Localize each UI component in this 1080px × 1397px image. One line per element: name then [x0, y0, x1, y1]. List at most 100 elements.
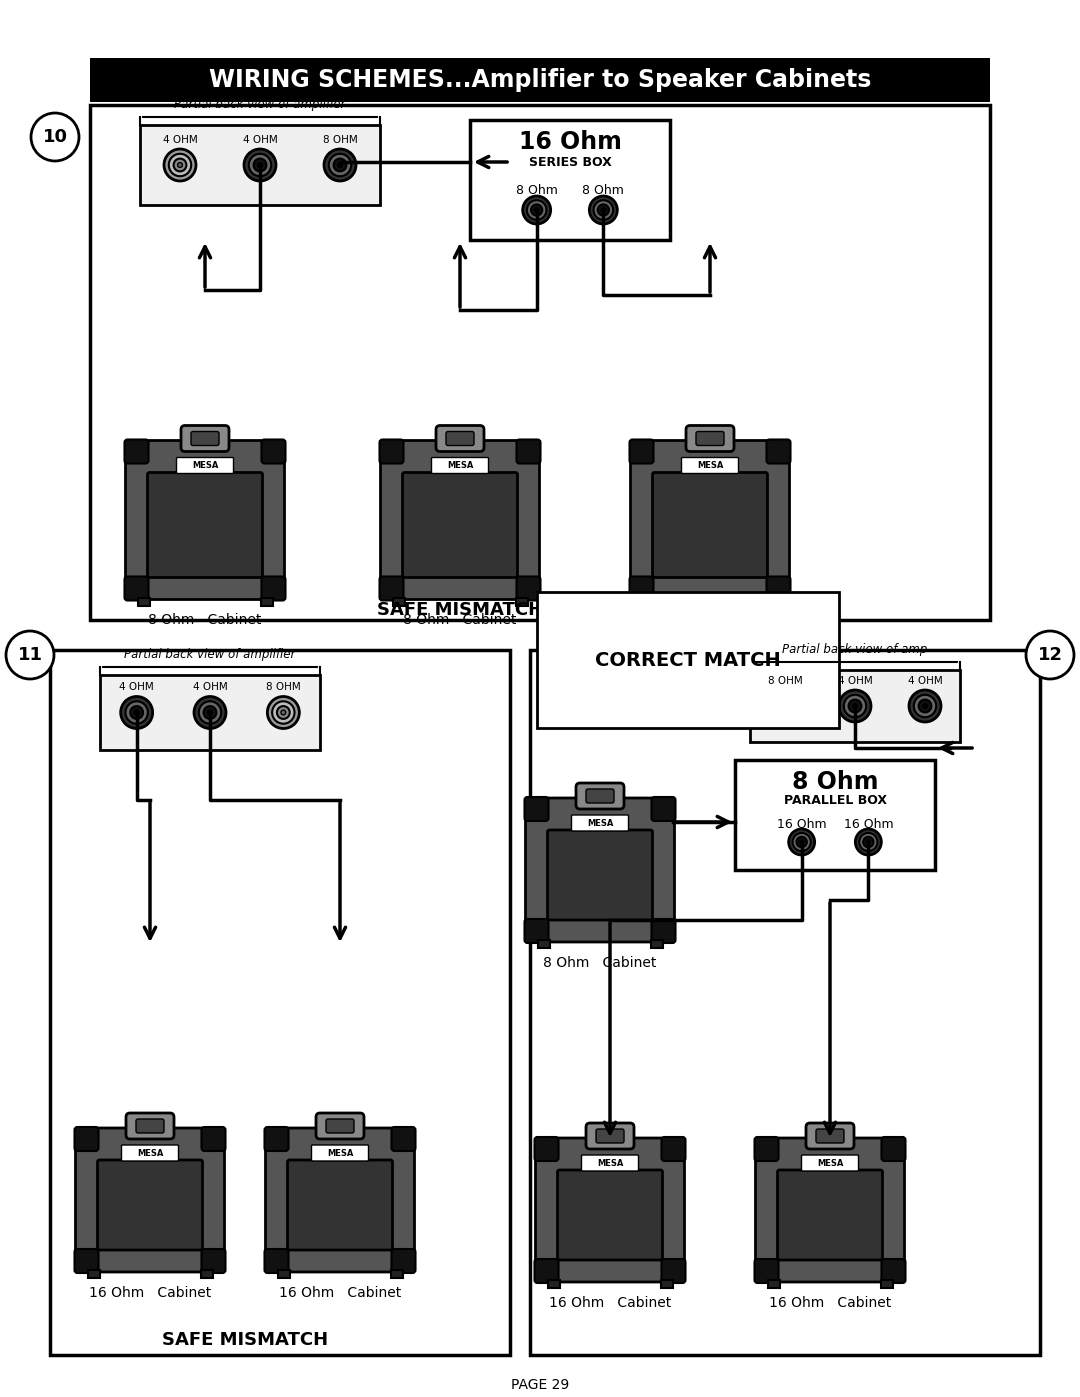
Circle shape	[527, 200, 546, 219]
FancyBboxPatch shape	[261, 440, 285, 464]
FancyBboxPatch shape	[767, 440, 791, 464]
Circle shape	[602, 208, 606, 212]
FancyBboxPatch shape	[265, 1127, 288, 1151]
Circle shape	[207, 710, 213, 715]
Bar	[661, 1280, 673, 1288]
Text: 11: 11	[17, 645, 42, 664]
Bar	[392, 598, 405, 605]
Text: CORRECT MATCH: CORRECT MATCH	[595, 651, 781, 669]
Bar	[530, 650, 1040, 1355]
Circle shape	[121, 697, 152, 728]
FancyBboxPatch shape	[391, 1249, 416, 1273]
Circle shape	[594, 200, 613, 219]
Circle shape	[535, 208, 539, 212]
Circle shape	[134, 710, 139, 715]
Text: Partial back view of amplifier: Partial back view of amplifier	[174, 98, 346, 110]
Circle shape	[174, 159, 187, 172]
Text: 8 Ohm: 8 Ohm	[582, 183, 624, 197]
Text: 16 Ohm   Cabinet: 16 Ohm Cabinet	[89, 1287, 211, 1301]
Text: SERIES BOX: SERIES BOX	[528, 155, 611, 169]
Circle shape	[799, 840, 804, 844]
FancyBboxPatch shape	[525, 919, 549, 943]
Text: MESA: MESA	[327, 1148, 353, 1158]
Bar	[750, 671, 960, 742]
Bar	[538, 940, 550, 949]
FancyBboxPatch shape	[261, 577, 285, 601]
FancyBboxPatch shape	[181, 426, 229, 451]
FancyBboxPatch shape	[816, 1129, 843, 1143]
FancyBboxPatch shape	[391, 1127, 416, 1151]
Bar	[100, 675, 320, 750]
FancyBboxPatch shape	[202, 1127, 226, 1151]
Text: SAFE MISMATCH: SAFE MISMATCH	[162, 1331, 328, 1350]
FancyBboxPatch shape	[661, 1137, 686, 1161]
FancyBboxPatch shape	[446, 432, 474, 446]
Circle shape	[773, 694, 796, 717]
FancyBboxPatch shape	[136, 1119, 164, 1133]
FancyBboxPatch shape	[436, 426, 484, 451]
FancyBboxPatch shape	[126, 1113, 174, 1139]
FancyBboxPatch shape	[124, 440, 149, 464]
Circle shape	[793, 833, 811, 851]
FancyBboxPatch shape	[403, 472, 517, 577]
FancyBboxPatch shape	[767, 577, 791, 601]
Circle shape	[597, 204, 609, 215]
Circle shape	[268, 697, 299, 728]
FancyBboxPatch shape	[778, 1171, 882, 1260]
Circle shape	[863, 837, 874, 847]
Bar	[87, 1270, 99, 1278]
Text: 8 Ohm   Cabinet: 8 Ohm Cabinet	[653, 613, 767, 627]
FancyBboxPatch shape	[75, 1127, 98, 1151]
Text: 8 Ohm   Cabinet: 8 Ohm Cabinet	[148, 613, 261, 627]
Text: 8 OHM: 8 OHM	[768, 676, 802, 686]
FancyBboxPatch shape	[806, 1123, 854, 1148]
Bar	[201, 1270, 213, 1278]
FancyBboxPatch shape	[881, 1137, 905, 1161]
FancyBboxPatch shape	[516, 440, 540, 464]
Text: 12: 12	[1038, 645, 1063, 664]
FancyBboxPatch shape	[557, 1171, 662, 1260]
Text: SAFE MISMATCH: SAFE MISMATCH	[377, 601, 543, 619]
FancyBboxPatch shape	[311, 1146, 368, 1161]
Text: MESA: MESA	[137, 1148, 163, 1158]
Text: 8 Ohm: 8 Ohm	[516, 183, 557, 197]
FancyBboxPatch shape	[516, 577, 540, 601]
Circle shape	[334, 159, 347, 172]
FancyBboxPatch shape	[651, 919, 675, 943]
FancyBboxPatch shape	[630, 577, 653, 601]
FancyBboxPatch shape	[432, 457, 488, 474]
Circle shape	[843, 694, 866, 717]
Bar	[880, 1280, 892, 1288]
Circle shape	[338, 162, 342, 168]
Circle shape	[281, 710, 286, 715]
Circle shape	[254, 159, 267, 172]
Text: MESA: MESA	[816, 1158, 843, 1168]
FancyBboxPatch shape	[756, 1139, 905, 1282]
Text: 4 OHM: 4 OHM	[192, 683, 228, 693]
Bar	[391, 1270, 403, 1278]
FancyBboxPatch shape	[536, 1139, 685, 1282]
Circle shape	[164, 149, 195, 182]
Text: MESA: MESA	[597, 1158, 623, 1168]
FancyBboxPatch shape	[379, 440, 404, 464]
Bar	[515, 598, 527, 605]
FancyBboxPatch shape	[581, 1155, 638, 1171]
FancyBboxPatch shape	[326, 1119, 354, 1133]
Circle shape	[590, 196, 618, 224]
Circle shape	[849, 700, 862, 712]
Circle shape	[860, 833, 877, 851]
FancyBboxPatch shape	[379, 577, 404, 601]
FancyBboxPatch shape	[176, 457, 233, 474]
FancyBboxPatch shape	[526, 798, 675, 942]
Circle shape	[852, 704, 858, 708]
FancyBboxPatch shape	[576, 782, 624, 809]
FancyBboxPatch shape	[681, 457, 739, 474]
Text: Partial back view of amp: Partial back view of amp	[782, 643, 928, 657]
Text: 8 Ohm   Cabinet: 8 Ohm Cabinet	[543, 956, 657, 970]
Circle shape	[909, 690, 941, 722]
FancyBboxPatch shape	[97, 1160, 203, 1250]
Bar	[260, 598, 272, 605]
Circle shape	[839, 690, 870, 722]
Text: 10: 10	[42, 129, 67, 147]
FancyBboxPatch shape	[76, 1127, 225, 1273]
